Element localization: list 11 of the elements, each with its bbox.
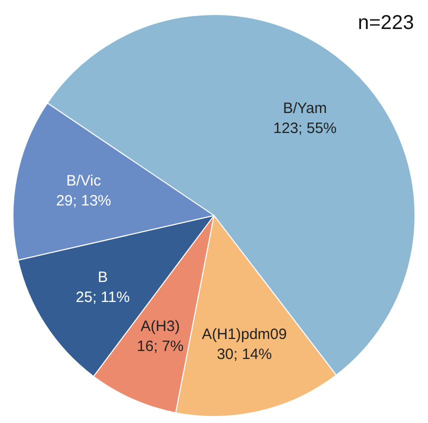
data-label: 30; 14% xyxy=(216,346,272,363)
slice-label: B/Vic xyxy=(66,172,102,190)
data-label: 29; 13% xyxy=(56,192,112,210)
slice-label: B/Yam xyxy=(283,100,327,118)
slice-label: B xyxy=(98,268,108,286)
data-label: 123; 55% xyxy=(273,120,337,138)
slice-label: A(H1)pdm09 xyxy=(202,326,287,343)
data-label: 25; 11% xyxy=(76,288,130,306)
slice-label: A(H3) xyxy=(140,318,180,335)
data-label: 16; 7% xyxy=(136,338,184,355)
text: n=223 xyxy=(358,12,414,35)
